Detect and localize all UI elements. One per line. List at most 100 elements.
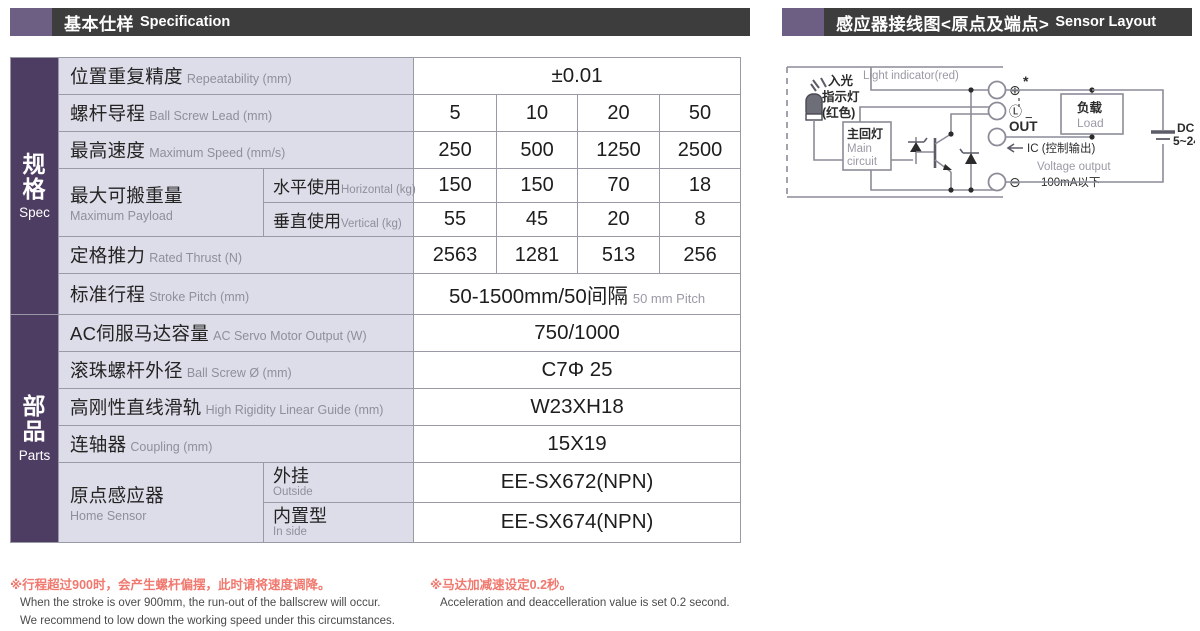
value-thrust-3: 513 xyxy=(577,236,661,274)
label-cn: 连轴器 xyxy=(70,434,127,455)
value-repeatability: ±0.01 xyxy=(413,57,742,95)
sublabel-inside: 内置型 In side xyxy=(262,501,415,543)
label-repeatability: 位置重复精度 Repeatability (mm) xyxy=(57,57,415,95)
terminal-minus-small: − xyxy=(1025,110,1033,125)
sublabel-horizontal: 水平使用Horizontal (kg) xyxy=(262,168,416,203)
value-ac-servo-motor-output: 750/1000 xyxy=(413,314,742,352)
label-stroke-pitch: 标准行程 Stroke Pitch (mm) xyxy=(57,273,415,315)
footnote-left-cn: ※行程超过900时，会产生螺杆偏摆，此时请将速度调降。 xyxy=(10,578,331,592)
main-circuit-cn: 主回灯 xyxy=(847,126,883,141)
dc-label: DC xyxy=(1177,121,1195,135)
value-vertical-1: 55 xyxy=(413,202,498,237)
table-row: 标准行程 Stroke Pitch (mm) 50-1500mm/50间隔 50 m… xyxy=(11,273,742,315)
value-thrust-2: 1281 xyxy=(496,236,579,274)
table-row: 螺杆导程 Ball Screw Lead (mm) 5 10 20 50 xyxy=(11,94,742,132)
transistor-icon xyxy=(916,113,997,190)
sublabel-vertical: 垂直使用Vertical (kg) xyxy=(262,202,415,237)
sensor-header-en: Sensor Layout xyxy=(1055,14,1157,30)
label-home-sensor: 原点感应器 Home Sensor xyxy=(58,462,264,543)
sublabel-cn: 水平使用 xyxy=(273,178,341,197)
table-row: 垂直使用Vertical (kg) 55 45 20 8 xyxy=(11,202,742,237)
header-swatch-sensor xyxy=(782,8,824,36)
terminal-out-label: OUT xyxy=(1009,119,1038,134)
table-row: 部品 Parts AC伺服马达容量 AC Servo Motor Output (… xyxy=(10,314,742,543)
zener-diode-icon xyxy=(908,137,928,164)
incident-light-cn-3: (红色) xyxy=(822,105,855,120)
label-ac-servo-motor-output: AC伺服马达容量 AC Servo Motor Output (W) xyxy=(57,314,415,352)
footnote-left-en-1: When the stroke is over 900mm, the run-o… xyxy=(20,596,381,609)
label-cn: 螺杆导程 xyxy=(70,103,146,124)
table-row: 滚珠螺杆外径 Ball Screw Ø (mm) C7Φ 25 xyxy=(11,351,742,389)
value-linear-guide: W23XH18 xyxy=(413,388,742,426)
header-bar-sensor: 感应器接线图<原点及端点> Sensor Layout xyxy=(824,8,1192,36)
table-row: 最高速度 Maximum Speed (mm/s) 250 500 1250 25… xyxy=(11,131,742,169)
table-row: 内置型 In side EE-SX674(NPN) xyxy=(11,501,742,543)
terminal-negative xyxy=(987,172,1007,192)
value-vertical-2: 45 xyxy=(496,202,579,237)
value-lead-2: 10 xyxy=(496,94,579,132)
terminal-lamp-symbol: Ⓛ xyxy=(1009,104,1022,119)
sublabel-outside: 外挂 Outside xyxy=(262,462,415,503)
section-header-specification: 基本仕样 Specification xyxy=(10,8,750,36)
footnote-acceleration: ※马达加减速设定0.2秒。 Acceleration and deaccelle… xyxy=(430,576,850,613)
label-en: Rated Thrust (N) xyxy=(149,251,243,265)
label-en: Stroke Pitch (mm) xyxy=(149,290,250,304)
section-header-sensor-layout: 感应器接线图<原点及端点> Sensor Layout xyxy=(782,8,1192,36)
value-coupling: 15X19 xyxy=(413,425,742,463)
rail-parts-en: Parts xyxy=(18,447,51,463)
value-stroke-note: 50 mm Pitch xyxy=(632,291,706,306)
label-en: AC Servo Motor Output (W) xyxy=(213,329,367,343)
label-en: Ball Screw Ø (mm) xyxy=(186,366,292,380)
footnote-right-cn: ※马达加减速设定0.2秒。 xyxy=(430,578,573,592)
sublabel-en: Outside xyxy=(273,485,313,498)
label-rated-thrust: 定格推力 Rated Thrust (N) xyxy=(57,236,415,274)
label-ball-screw-diameter: 滚珠螺杆外径 Ball Screw Ø (mm) xyxy=(57,351,415,389)
value-speed-3: 1250 xyxy=(577,131,661,169)
terminal-positive xyxy=(987,80,1007,100)
sensor-header-cn: 感应器接线图<原点及端点> xyxy=(836,14,1050,34)
footnote-left-en-2: We recommend to low down the working spe… xyxy=(20,614,395,627)
main-circuit-en-2: circuit xyxy=(847,156,878,168)
rail-spec-en: Spec xyxy=(19,205,50,221)
label-ball-screw-lead: 螺杆导程 Ball Screw Lead (mm) xyxy=(57,94,415,132)
label-en: Coupling (mm) xyxy=(130,440,213,454)
light-indicator-label: Light indicator(red) xyxy=(863,70,959,82)
value-horizontal-4: 18 xyxy=(659,168,742,203)
specification-table: 规格 Spec 位置重复精度 Repeatability (mm) ±0.01 螺… xyxy=(10,57,742,543)
value-horizontal-2: 150 xyxy=(496,168,579,203)
label-maximum-payload: 最大可搬重量 Maximum Payload xyxy=(58,168,264,237)
specification-table-wrapper: 规格 Spec 位置重复精度 Repeatability (mm) ±0.01 螺… xyxy=(10,57,742,543)
load-cn: 负载 xyxy=(1077,100,1103,115)
value-vertical-3: 20 xyxy=(577,202,661,237)
label-en: High Rigidity Linear Guide (mm) xyxy=(205,403,384,417)
dc-value: 5~24V xyxy=(1173,134,1195,148)
terminal-asterisk: * xyxy=(1023,73,1029,89)
label-cn: AC伺服马达容量 xyxy=(70,323,210,344)
footnote-right-en-1: Acceleration and deaccelleration value i… xyxy=(440,596,730,609)
dc-source-icon xyxy=(1151,130,1175,140)
value-speed-4: 2500 xyxy=(659,131,742,169)
label-cn: 高刚性直线滑轨 xyxy=(70,397,202,418)
value-thrust-1: 2563 xyxy=(413,236,498,274)
label-cn: 最高速度 xyxy=(70,140,146,161)
load-en: Load xyxy=(1077,116,1104,130)
rail-parts-cn: 部品 xyxy=(22,393,47,444)
value-lead-1: 5 xyxy=(413,94,498,132)
label-en: Ball Screw Lead (mm) xyxy=(149,109,273,123)
sublabel-cn: 垂直使用 xyxy=(273,212,341,231)
value-home-sensor-inside: EE-SX674(NPN) xyxy=(413,501,742,543)
value-stroke-pitch: 50-1500mm/50间隔 50 mm Pitch xyxy=(413,273,742,315)
value-home-sensor-outside: EE-SX672(NPN) xyxy=(413,462,742,503)
protection-diode-icon xyxy=(959,90,979,190)
value-ball-screw-diameter: C7Φ 25 xyxy=(413,351,742,389)
label-en: Repeatability (mm) xyxy=(186,72,292,86)
sublabel-cn: 外挂 xyxy=(273,466,309,486)
value-lead-4: 50 xyxy=(659,94,742,132)
incident-light-cn-1: 入光 xyxy=(828,73,854,88)
footnote-stroke-warning: ※行程超过900时，会产生螺杆偏摆，此时请将速度调降。 When the str… xyxy=(10,576,430,630)
value-horizontal-3: 70 xyxy=(577,168,661,203)
rail-parts: 部品 Parts xyxy=(10,314,59,543)
table-row: 高刚性直线滑轨 High Rigidity Linear Guide (mm) W… xyxy=(11,388,742,426)
label-linear-guide: 高刚性直线滑轨 High Rigidity Linear Guide (mm) xyxy=(57,388,415,426)
